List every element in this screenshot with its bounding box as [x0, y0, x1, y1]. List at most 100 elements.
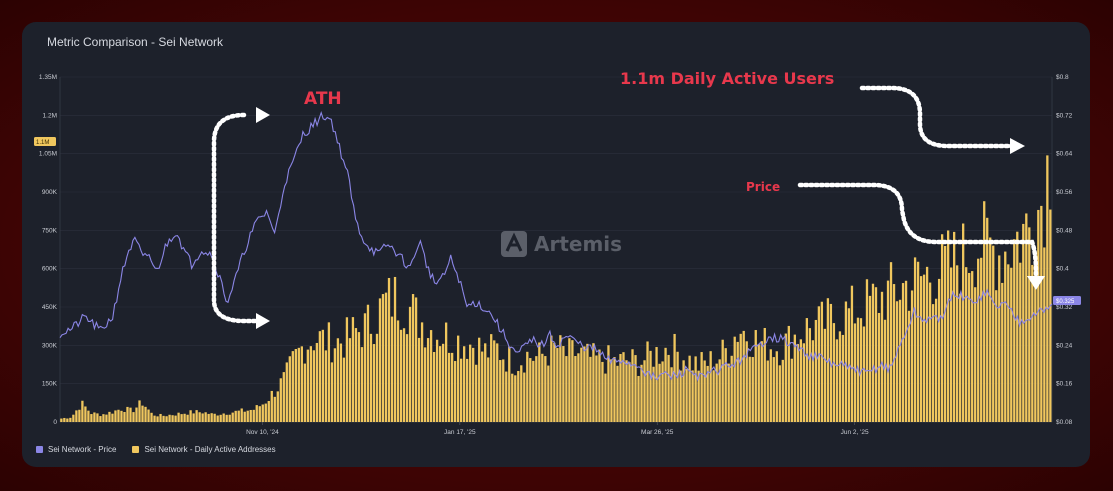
- daa-bar: [402, 328, 406, 422]
- daa-bar: [453, 361, 457, 422]
- legend-item-price[interactable]: Sei Network - Price: [36, 445, 116, 454]
- daa-bar: [817, 306, 821, 422]
- daa-bar: [469, 344, 472, 422]
- daa-bar: [535, 356, 538, 422]
- daa-bar: [556, 348, 559, 422]
- daa-bar: [460, 358, 463, 422]
- daa-bar: [739, 333, 742, 422]
- daa-bar: [583, 346, 586, 422]
- daa-bar: [472, 347, 475, 422]
- daa-bar: [475, 364, 478, 422]
- daa-bar: [661, 361, 664, 422]
- daa-bar: [345, 317, 349, 422]
- daa-bar: [751, 357, 754, 422]
- daa-bar: [514, 375, 517, 422]
- daa-bar: [414, 297, 418, 422]
- daa-bar: [375, 333, 379, 422]
- daa-bar: [285, 362, 288, 422]
- daa-bar: [850, 285, 854, 422]
- daa-bar: [667, 354, 670, 422]
- daa-bar: [643, 360, 646, 422]
- daa-bar: [910, 290, 914, 422]
- daa-bar: [255, 405, 258, 422]
- daa-bar: [544, 356, 547, 422]
- daa-bar: [252, 409, 255, 422]
- daa-bar: [781, 359, 784, 422]
- daa-bar: [162, 415, 165, 422]
- x-axis: Nov 10, '24 Jan 17, '25 Mar 26, '25 Jun 2, …: [246, 422, 869, 436]
- daa-bar: [405, 334, 409, 422]
- daa-bar: [793, 334, 796, 422]
- daa-bar: [270, 390, 273, 422]
- chart-title: Metric Comparison - Sei Network: [47, 35, 224, 49]
- dau-arrow: [859, 85, 1015, 149]
- daa-bar: [676, 351, 679, 422]
- daa-bar: [93, 412, 96, 422]
- daa-bar: [123, 411, 126, 422]
- daa-bar: [694, 356, 697, 422]
- daa-bar: [721, 339, 724, 422]
- daa-bar: [865, 279, 869, 422]
- daa-bar: [538, 342, 541, 422]
- daa-bar: [360, 347, 364, 422]
- daa-bar: [447, 352, 451, 422]
- daa-bar: [754, 330, 757, 422]
- daa-bar: [577, 353, 580, 422]
- daa-bar: [303, 363, 306, 422]
- daa-bar: [928, 282, 932, 422]
- daa-bar: [216, 415, 219, 422]
- daa-bar: [637, 375, 640, 422]
- daa-bar: [249, 409, 252, 422]
- daa-bar: [505, 371, 508, 422]
- daa-bar: [261, 404, 264, 422]
- left-badge-text: 1.1M: [36, 140, 49, 146]
- daa-bar: [219, 414, 222, 422]
- daa-bar: [886, 280, 890, 422]
- legend-item-daa[interactable]: Sei Network - Daily Active Addresses: [132, 445, 276, 454]
- daa-bar: [1001, 282, 1004, 422]
- daa-bar: [381, 294, 385, 422]
- daa-bar: [541, 353, 544, 422]
- daa-bar: [432, 352, 436, 422]
- daa-bar: [378, 298, 382, 422]
- daa-bar: [700, 352, 703, 422]
- daa-bar: [487, 357, 490, 422]
- daa-bar: [126, 406, 129, 422]
- daa-bar: [610, 359, 613, 422]
- left-tick-label: 900K: [42, 189, 58, 196]
- daa-bar: [532, 360, 535, 422]
- daa-bar: [1028, 227, 1031, 422]
- daa-bar: [760, 341, 763, 422]
- chart-card: Metric Comparison - Sei Network 0 150K 300…: [22, 22, 1090, 467]
- daa-bar: [120, 410, 123, 422]
- left-axis: 0 150K 300K 450K 600K 750K 900K 1.05M 1.2M 1.35M: [39, 74, 58, 426]
- daa-bar: [330, 362, 334, 422]
- daa-bar: [357, 332, 361, 422]
- daa-bar: [435, 339, 439, 422]
- daa-bar: [84, 406, 87, 422]
- daa-bar: [231, 412, 234, 422]
- daa-bar: [589, 356, 592, 422]
- left-tick-label: 1.35M: [39, 74, 57, 81]
- gridlines: [59, 76, 1053, 423]
- daa-bar: [312, 350, 316, 422]
- daa-bar: [658, 363, 661, 422]
- daa-bar: [715, 363, 718, 422]
- daa-bar: [937, 278, 941, 422]
- daa-bar: [943, 245, 947, 422]
- left-tick-label: 600K: [42, 266, 58, 273]
- daa-bar: [60, 418, 63, 422]
- daa-bar: [177, 412, 180, 422]
- daa-bar: [934, 298, 938, 422]
- daa-bar: [1010, 267, 1013, 422]
- daa-bar: [727, 363, 730, 422]
- daa-bar: [652, 366, 655, 422]
- daa-bar: [607, 345, 610, 422]
- daa-bar: [1040, 205, 1043, 422]
- daa-bar: [481, 351, 484, 422]
- daa-bar: [168, 414, 171, 422]
- daa-bar: [1016, 231, 1019, 422]
- daa-bar: [883, 319, 887, 422]
- daa-bar: [225, 414, 228, 422]
- daa-bar: [670, 367, 673, 422]
